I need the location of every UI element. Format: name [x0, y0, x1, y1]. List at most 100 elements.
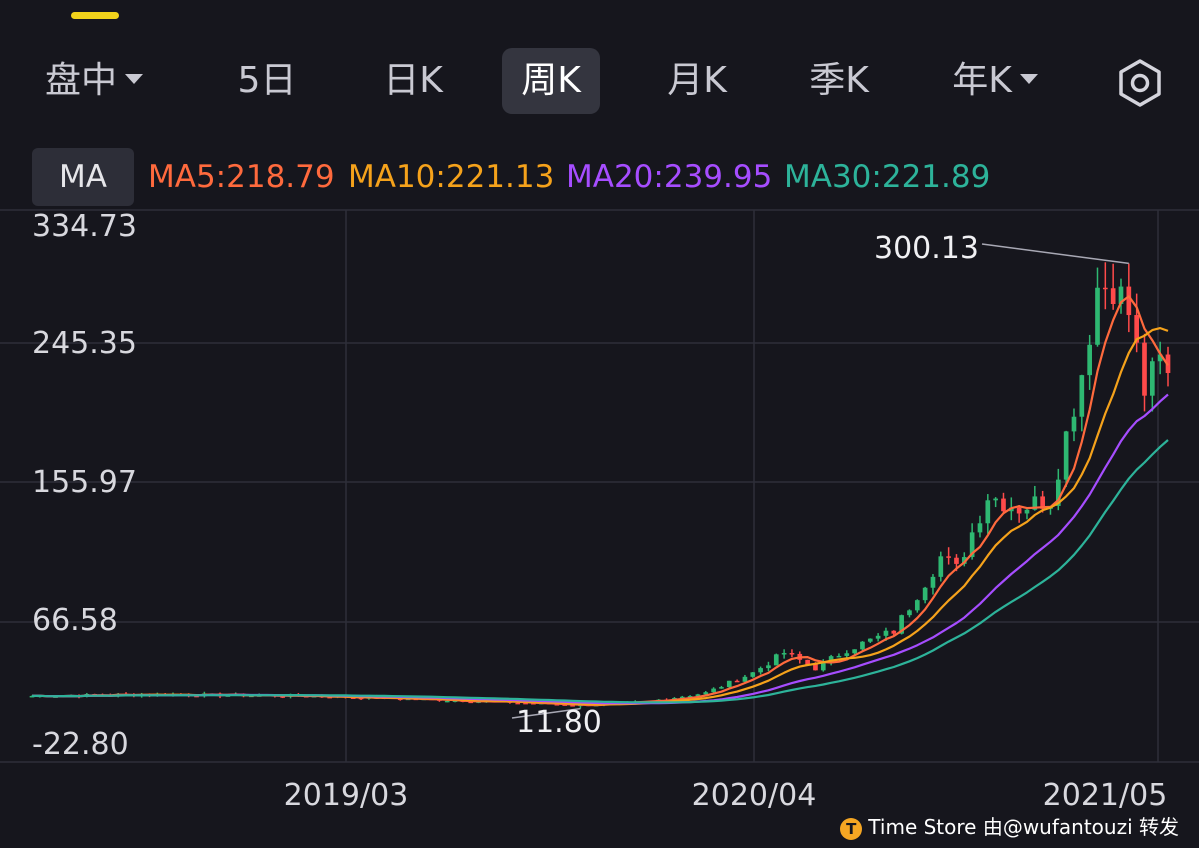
candle-body [1157, 354, 1163, 362]
tab-daily-k-label: 日K [383, 60, 443, 101]
candle-body [985, 500, 991, 524]
x-axis: 2019/03 2020/04 2021/05 [284, 778, 1168, 812]
ma5-line [31, 295, 1169, 707]
candle-body [444, 700, 450, 703]
candle-body [726, 680, 732, 688]
candle-body [852, 649, 857, 654]
candle-body [899, 615, 904, 634]
candle-body [562, 704, 568, 706]
candle-body [836, 655, 842, 658]
candle-body [570, 705, 575, 707]
candle-body [773, 654, 779, 666]
candlestick-series [29, 262, 1171, 709]
candle-body [946, 556, 951, 558]
candle-body [938, 556, 944, 577]
candle-body [805, 659, 810, 665]
candle-body [930, 576, 936, 588]
annotation-layer: 300.13 11.80 [511, 231, 1129, 740]
candle-body [1071, 416, 1077, 432]
candle-body [1032, 496, 1038, 510]
footer-credit: T Time Store 由@wufantouzi 转发 [840, 812, 1179, 842]
ma5-label: MA5:218.79 [148, 159, 335, 195]
candle-body [1063, 431, 1069, 480]
chevron-down-icon [1019, 74, 1038, 84]
candle-body [452, 700, 458, 702]
candle-body [914, 600, 920, 611]
candle-body [1118, 286, 1124, 305]
weekly-k-chart[interactable]: 300.13 11.80 334.73 245.35 155.97 66.58 … [0, 200, 1199, 812]
candle-body [468, 701, 474, 704]
footer-text: Time Store 由@wufantouzi 转发 [868, 815, 1179, 839]
candle-body [1016, 507, 1022, 514]
candle-body [961, 557, 967, 564]
chevron-down-icon [125, 74, 143, 84]
tab-quarterly-k[interactable]: 季K [794, 48, 884, 114]
high-annotation: 300.13 [874, 231, 979, 266]
chart-grid [0, 209, 1199, 763]
candle-body [1001, 498, 1006, 512]
time-store-logo-icon: T [840, 817, 863, 840]
candle-body [711, 688, 716, 693]
candle-body [1102, 287, 1108, 290]
candle-body [766, 665, 771, 669]
candle-body [750, 672, 756, 677]
ma30-label: MA30:221.89 [784, 159, 991, 195]
y-axis: 334.73 245.35 155.97 66.58 -22.80 [32, 209, 137, 762]
candle-body [554, 704, 560, 706]
tab-yearly-k[interactable]: 年K [940, 48, 1050, 114]
candle-body [860, 641, 865, 650]
low-annotation: 11.80 [516, 705, 602, 740]
ma-button-label: MA [59, 159, 107, 195]
tab-intraday[interactable]: 盘中 [30, 48, 158, 114]
candle-body [1149, 361, 1155, 396]
candle-body [29, 695, 35, 698]
x-tick-label: 2020/04 [692, 778, 817, 812]
y-tick-label: 334.73 [32, 209, 137, 244]
candle-body [1142, 342, 1147, 396]
candle-body [1079, 375, 1085, 417]
candle-body [515, 702, 521, 705]
candle-body [1024, 509, 1030, 514]
ma-indicator-button[interactable]: MA [32, 148, 134, 206]
tab-weekly-k-label: 周K [521, 60, 581, 101]
y-tick-label: 66.58 [32, 603, 118, 638]
candle-body [695, 694, 701, 697]
tab-5day[interactable]: 5日 [222, 48, 312, 114]
x-tick-label: 2019/03 [284, 778, 409, 812]
settings-hexagon-icon [1119, 59, 1161, 107]
candle-body [789, 653, 795, 655]
ma10-label: MA10:221.13 [348, 159, 555, 195]
candle-body [922, 587, 928, 601]
high-annotation-leader [981, 243, 1129, 265]
tab-monthly-k[interactable]: 月K [652, 48, 742, 114]
candle-body [891, 630, 897, 634]
candle-body [758, 668, 763, 673]
candle-body [844, 653, 850, 656]
candle-body [742, 676, 748, 682]
candle-body [907, 610, 912, 616]
candle-body [719, 687, 724, 689]
tab-intraday-label: 盘中 [44, 60, 117, 101]
candle-body [867, 638, 873, 642]
candle-body [703, 692, 709, 695]
ma20-label: MA20:239.95 [566, 159, 773, 195]
candle-body [531, 703, 536, 705]
low-annotation-leader [511, 707, 581, 719]
moving-average-lines [31, 295, 1169, 707]
candle-body [687, 696, 693, 698]
candle-body [280, 696, 286, 698]
tab-monthly-k-label: 月K [667, 60, 727, 101]
candle-body [734, 680, 740, 683]
x-tick-label: 2021/05 [1043, 778, 1168, 812]
candle-body [781, 653, 787, 655]
y-tick-label: 245.35 [32, 326, 137, 361]
candle-body [397, 698, 403, 701]
candle-body [1095, 287, 1100, 345]
tab-daily-k[interactable]: 日K [368, 48, 458, 114]
candle-body [1087, 344, 1092, 376]
settings-button[interactable] [1115, 58, 1165, 108]
tab-5day-label: 5日 [237, 60, 297, 101]
y-tick-label: 155.97 [32, 465, 137, 500]
ma-legend-row: MA MA5:218.79 MA10:221.13 MA20:239.95 MA… [32, 148, 1192, 206]
tab-weekly-k[interactable]: 周K [502, 48, 600, 114]
